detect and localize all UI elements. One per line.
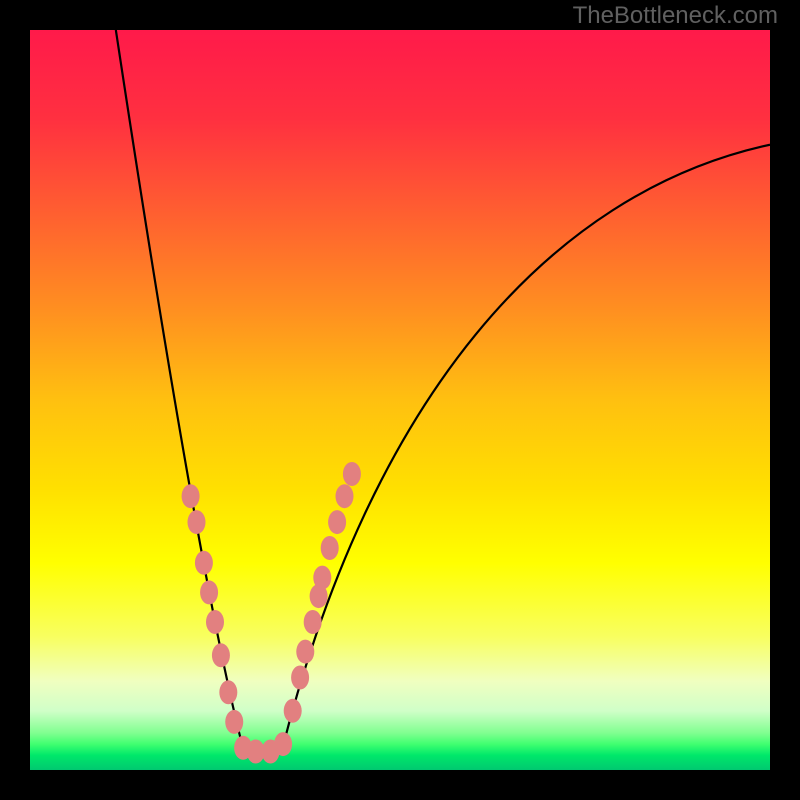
data-marker <box>313 566 331 590</box>
data-marker <box>219 680 237 704</box>
chart-background <box>30 30 770 770</box>
data-marker <box>284 699 302 723</box>
data-marker <box>195 551 213 575</box>
watermark-text: TheBottleneck.com <box>573 2 778 30</box>
data-marker <box>212 643 230 667</box>
data-marker <box>206 610 224 634</box>
data-marker <box>291 666 309 690</box>
data-marker <box>188 510 206 534</box>
data-marker <box>304 610 322 634</box>
bottleneck-chart <box>30 30 770 770</box>
data-marker <box>321 536 339 560</box>
data-marker <box>336 484 354 508</box>
data-marker <box>182 484 200 508</box>
data-marker <box>274 732 292 756</box>
data-marker <box>225 710 243 734</box>
data-marker <box>296 640 314 664</box>
data-marker <box>328 510 346 534</box>
data-marker <box>343 462 361 486</box>
chart-svg <box>30 30 770 770</box>
data-marker <box>200 580 218 604</box>
